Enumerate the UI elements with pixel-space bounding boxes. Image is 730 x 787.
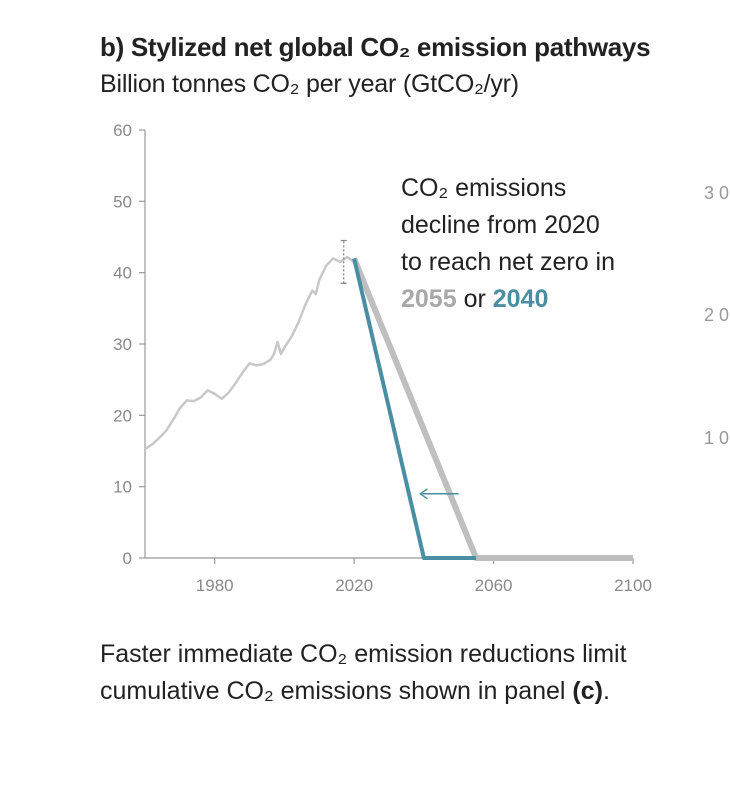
x-tick-label-2100: 2100 xyxy=(614,576,652,595)
x-tick-label-2060: 2060 xyxy=(475,576,513,595)
caption-period: . xyxy=(602,677,610,705)
chart-caption: Faster immediate CO₂ emission reductions… xyxy=(100,636,700,710)
series-line-fast xyxy=(352,257,477,560)
y-tick-label-20: 20 xyxy=(113,406,132,425)
annotation-line-2: decline from 2020 xyxy=(401,211,600,239)
annotation-line-1: CO₂ emissions xyxy=(401,174,567,202)
annotation-line-4: 2055 or 2040 xyxy=(401,281,615,318)
y-tick-label-50: 50 xyxy=(113,192,132,211)
pathway-annotation: CO₂ emissions decline from 2020 to reach… xyxy=(401,170,615,318)
axes: 0 10 20 30 40 50 60 1980 2020 2060 2100 xyxy=(113,121,652,595)
adjacent-panel-tick-20: 2 0 xyxy=(704,305,730,325)
y-tick-label-10: 10 xyxy=(113,478,132,497)
adjacent-panel-tick-30: 3 0 xyxy=(704,183,730,203)
caption-text: Faster immediate CO₂ emission reductions… xyxy=(100,640,627,705)
shift-arrow-head xyxy=(419,488,428,500)
chart-title: b) Stylized net global CO₂ emission path… xyxy=(100,32,651,62)
annotation-line-3: to reach net zero in xyxy=(401,248,616,276)
x-tick-label-2020: 2020 xyxy=(335,576,373,595)
caption-panel-ref: (c) xyxy=(572,677,603,705)
x-tick-label-1980: 1980 xyxy=(196,576,234,595)
series-line-historical xyxy=(144,255,355,450)
y-tick-label-40: 40 xyxy=(113,264,132,283)
annotation-year-slow: 2055 xyxy=(401,285,457,313)
adjacent-panel-tick-10: 1 0 xyxy=(704,428,730,448)
annotation-year-fast: 2040 xyxy=(492,285,549,313)
y-tick-label-60: 60 xyxy=(113,121,132,140)
y-tick-label-30: 30 xyxy=(113,335,132,354)
annotation-connector: or xyxy=(463,285,486,313)
chart-marks xyxy=(144,239,633,561)
y-tick-label-0: 0 xyxy=(123,549,132,568)
chart-subtitle: Billion tonnes CO₂ per year (GtCO₂/yr) xyxy=(100,70,519,98)
